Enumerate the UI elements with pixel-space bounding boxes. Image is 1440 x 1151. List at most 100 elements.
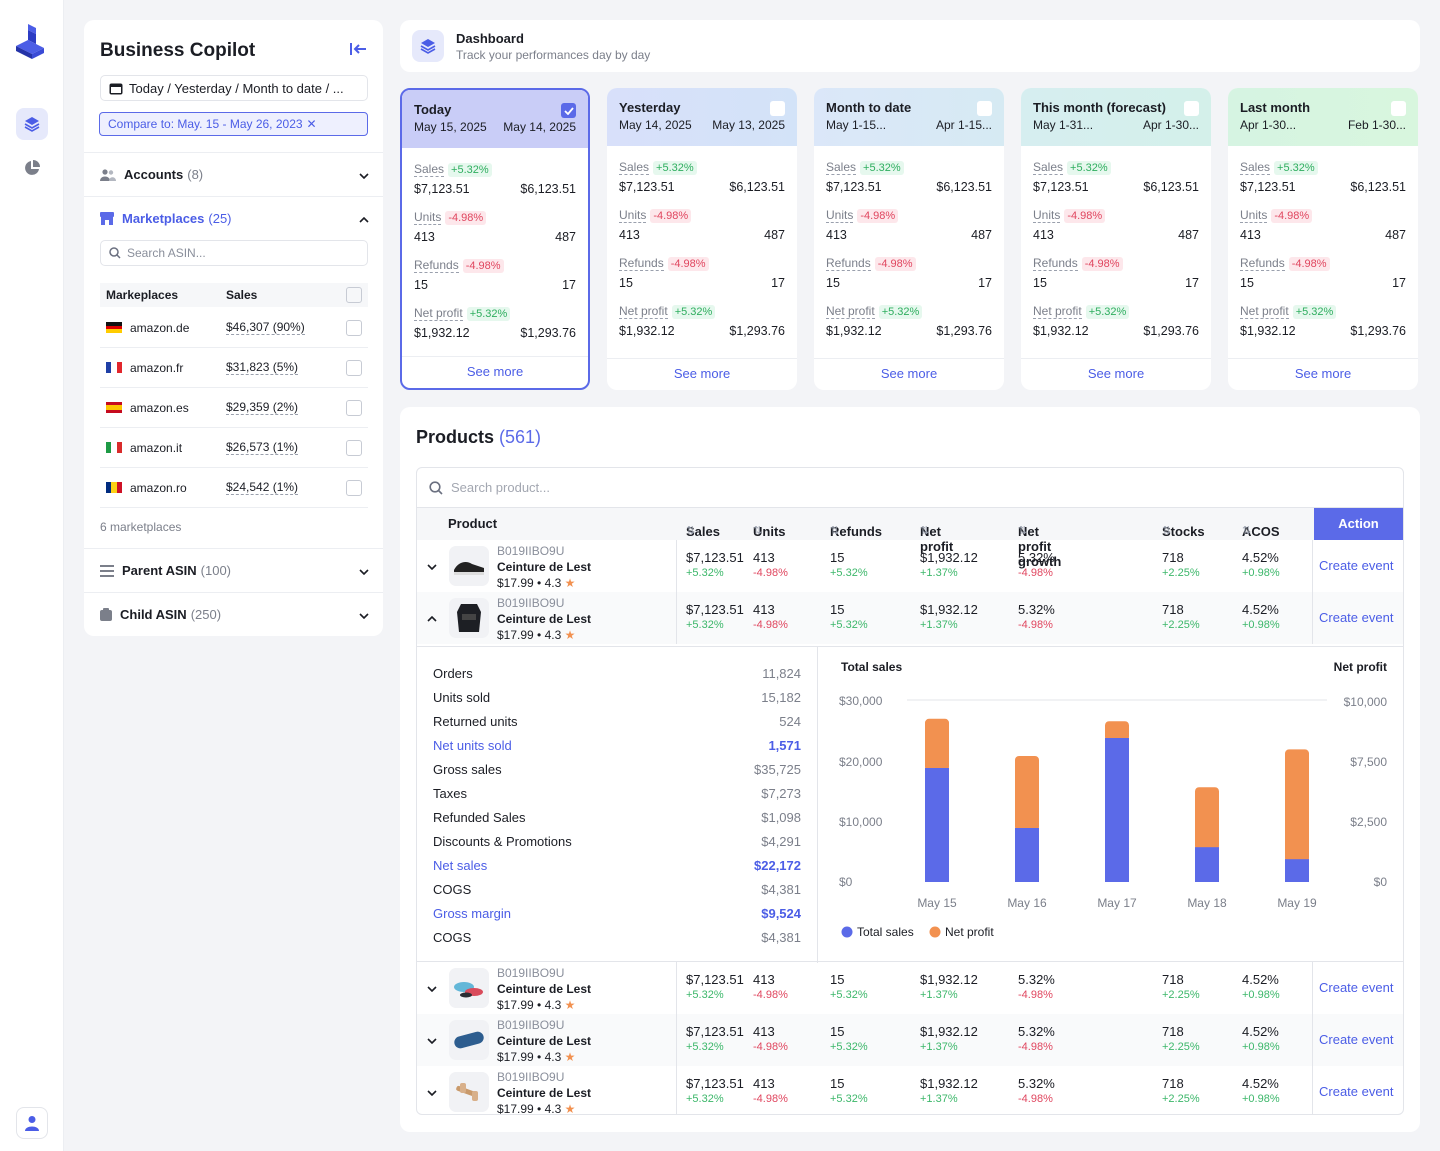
chevron-down-icon[interactable] [427,1084,437,1099]
create-event-link[interactable]: Create event [1319,1032,1394,1047]
detail-value: $35,725 [754,761,801,777]
chevron-down-icon[interactable] [359,607,369,622]
product-asin: B019IIBO9U [497,966,565,980]
metric-delta: +5.32% [878,304,923,319]
cell-growth: 5.32% -4.98% [1018,972,1055,1001]
marketplace-sales: $24,542 (1%) [226,480,299,495]
cell-stocks: 718 +2.25% [1162,550,1200,579]
chevron-up-icon[interactable] [359,211,369,226]
detail-value: $9,524 [761,905,801,921]
marketplace-checkbox[interactable] [346,319,362,336]
period-checkbox[interactable] [1184,101,1199,116]
metric-previous: $1,293.76 [936,324,992,338]
see-more-link[interactable]: See more [1021,358,1211,390]
marketplace-checkbox[interactable] [346,479,362,496]
product-search-placeholder: Search product... [451,480,550,495]
detail-row: Net units sold 1,571 [433,733,801,757]
period-card[interactable]: Yesterday May 14, 2025 May 13, 2025 Sales… [607,88,797,390]
table-row[interactable]: B019IIBO9U Ceinture de Lest $17.99 • 4.3… [417,592,1403,644]
chevron-down-icon[interactable] [359,563,369,578]
period-checkbox[interactable] [1391,101,1406,116]
marketplace-row[interactable]: amazon.es $29,359 (2%) [100,388,368,428]
period-checkbox[interactable] [770,101,785,116]
marketplace-count: 6 marketplaces [100,520,182,534]
period-card[interactable]: Last month Apr 1-30... Feb 1-30... Sales +… [1228,88,1418,390]
chevron-down-icon[interactable] [427,1032,437,1047]
marketplaces-section[interactable]: Marketplaces (25) [84,196,383,240]
product-asin: B019IIBO9U [497,1070,565,1084]
marketplace-checkbox[interactable] [346,439,362,456]
period-name: Today [414,102,452,117]
product-price-rating: $17.99 • 4.3 [497,628,562,642]
parent-asin-section[interactable]: Parent ASIN (100) [84,548,383,592]
marketplace-checkbox[interactable] [346,399,362,416]
date-range-select[interactable]: Today / Yesterday / Month to date / ... [100,75,368,101]
metric-previous: $6,123.51 [520,182,576,196]
y2-tick-label: $10,000 [1344,695,1388,709]
metric-current: 15 [414,278,428,292]
period-card[interactable]: Today May 15, 2025 May 14, 2025 Sales +5.3… [400,88,590,390]
products-panel: Products (561) Search product... Product… [400,407,1420,1132]
period-checkbox[interactable] [977,101,992,116]
asin-search-input[interactable]: Search ASIN... [100,240,368,266]
select-all-checkbox[interactable] [346,287,362,303]
marketplace-row[interactable]: amazon.fr $31,823 (5%) [100,348,368,388]
cell-acos: 4.52% +0.98% [1242,1076,1280,1105]
table-row[interactable]: B019IIBO9U Ceinture de Lest $17.99 • 4.3… [417,540,1403,592]
compare-date: May 14, 2025 [503,120,576,134]
accounts-label: Accounts [124,167,184,182]
marketplace-row[interactable]: amazon.ro $24,542 (1%) [100,468,368,508]
chevron-down-icon[interactable] [359,167,369,182]
see-more-link[interactable]: See more [1228,358,1418,390]
close-icon[interactable]: ✕ [306,117,317,131]
france-flag-icon [106,362,122,373]
period-name: Yesterday [619,100,681,115]
metric-previous: 17 [1185,276,1199,290]
sort-icon: ⇅ [1018,525,1028,537]
create-event-link[interactable]: Create event [1319,980,1394,995]
metric-delta: +5.32% [1292,304,1337,319]
pie-chart-nav-icon[interactable] [16,152,48,184]
table-row[interactable]: B019IIBO9U Ceinture de Lest $17.99 • 4.3… [417,1014,1403,1066]
product-thumbnail [449,1072,489,1112]
child-asin-section[interactable]: Child ASIN (250) [84,592,383,636]
period-date: May 1-31... [1033,118,1094,132]
metric-previous: 487 [971,228,992,242]
create-event-link[interactable]: Create event [1319,1084,1394,1099]
product-search-input[interactable]: Search product... [417,468,1403,508]
period-date: Apr 1-30... [1240,118,1297,132]
chevron-down-icon[interactable] [427,558,437,573]
app-logo-icon[interactable] [14,22,48,63]
see-more-link[interactable]: See more [814,358,1004,390]
cell-units: 413 -4.98% [753,550,788,579]
period-card[interactable]: This month (forecast) May 1-31... Apr 1-3… [1021,88,1211,390]
table-row[interactable]: B019IIBO9U Ceinture de Lest $17.99 • 4.3… [417,962,1403,1014]
layers-nav-icon[interactable] [16,108,48,140]
detail-row: Gross sales $35,725 [433,757,801,781]
metric-label: Net profit [619,304,668,319]
marketplace-checkbox[interactable] [346,359,362,376]
metric-label: Net profit [826,304,875,319]
metric-label: Units [826,208,854,223]
table-row[interactable]: B019IIBO9U Ceinture de Lest $17.99 • 4.3… [417,1066,1403,1114]
user-profile-icon[interactable] [16,1107,48,1139]
products-title: Products (561) [416,427,542,447]
product-asin: B019IIBO9U [497,596,565,610]
period-card[interactable]: Month to date May 1-15... Apr 1-15... Sal… [814,88,1004,390]
compare-to-chip[interactable]: Compare to: May. 15 - May 26, 2023 ✕ [99,112,368,136]
accounts-section[interactable]: Accounts (8) [84,152,383,196]
metric-previous: 17 [771,276,785,290]
marketplace-row[interactable]: amazon.it $26,573 (1%) [100,428,368,468]
cell-refunds: 15 +5.32% [830,1076,868,1105]
collapse-panel-icon[interactable] [349,42,367,59]
cell-refunds: 15 +5.32% [830,1024,868,1053]
create-event-link[interactable]: Create event [1319,558,1394,573]
checkbox-checked-icon[interactable] [561,103,576,118]
see-more-link[interactable]: See more [607,358,797,390]
marketplace-row[interactable]: amazon.de $46,307 (90%) [100,308,368,348]
chevron-down-icon[interactable] [427,980,437,995]
create-event-link[interactable]: Create event [1319,610,1394,625]
see-more-link[interactable]: See more [402,356,588,388]
chevron-up-icon[interactable] [427,610,437,625]
cell-stocks: 718 +2.25% [1162,1024,1200,1053]
